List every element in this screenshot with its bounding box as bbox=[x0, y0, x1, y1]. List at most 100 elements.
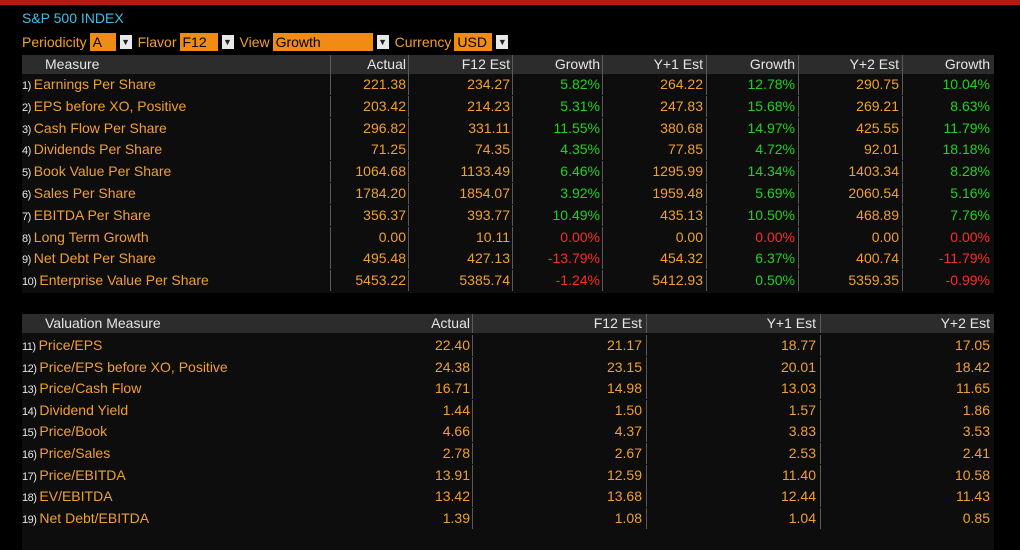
growth-value: 18.18% bbox=[942, 141, 990, 158]
measure-cell: 8) Long Term Growth bbox=[22, 227, 149, 248]
measure-label: EBITDA Per Share bbox=[33, 206, 151, 223]
column-divider bbox=[602, 117, 603, 139]
growth-value: 8.63% bbox=[950, 97, 990, 114]
estimates-header-row: Measure Actual F12 Est Growth Y+1 Est Growth Y… bbox=[22, 55, 994, 74]
estimate-row[interactable]: 5) Book Value Per Share 1064.68 1133.49 6.46… bbox=[22, 161, 994, 183]
flavor-dropdown-icon[interactable]: ▼ bbox=[221, 35, 234, 49]
row-number: 18) bbox=[22, 492, 37, 505]
column-divider bbox=[512, 55, 513, 74]
column-divider bbox=[408, 270, 409, 292]
estimate-row[interactable]: 8) Long Term Growth 0.00 10.11 0.00% 0.00 0.00… bbox=[22, 226, 994, 248]
growth-value: 15.68% bbox=[747, 97, 795, 114]
column-divider bbox=[820, 507, 821, 529]
valuation-row[interactable]: 14) Dividend Yield 1.44 1.50 1.57 1.86 bbox=[22, 399, 994, 421]
row-number: 15) bbox=[22, 427, 37, 440]
measure-cell: 19) Net Debt/EBITDA bbox=[22, 508, 149, 529]
measure-cell: 5) Book Value Per Share bbox=[22, 161, 171, 182]
estimate-row[interactable]: 2) EPS before XO, Positive 203.42 214.23 5.3… bbox=[22, 95, 994, 117]
column-divider bbox=[472, 421, 473, 443]
estimate-row[interactable]: 9) Net Debt Per Share 495.48 427.13 -13.79% 4… bbox=[22, 248, 994, 270]
valuation-row[interactable]: 19) Net Debt/EBITDA 1.39 1.08 1.04 0.85 bbox=[22, 507, 994, 529]
valuation-row[interactable]: 13) Price/Cash Flow 16.71 14.98 13.03 11.65 bbox=[22, 378, 994, 400]
valuation-row[interactable]: 15) Price/Book 4.66 4.37 3.83 3.53 bbox=[22, 421, 994, 443]
column-divider bbox=[706, 248, 707, 270]
growth-value: 4.35% bbox=[560, 141, 600, 158]
column-divider bbox=[902, 55, 903, 74]
measure-label: Enterprise Value Per Share bbox=[39, 272, 209, 289]
valuation-value: 1.86 bbox=[962, 401, 990, 418]
column-divider bbox=[330, 248, 331, 270]
growth-value: 11.55% bbox=[553, 119, 600, 136]
valuation-value: 4.66 bbox=[442, 423, 470, 440]
view-dropdown-icon[interactable]: ▼ bbox=[376, 35, 389, 49]
currency-label: Currency bbox=[394, 34, 452, 50]
view-select[interactable]: Growth bbox=[272, 33, 373, 51]
column-divider bbox=[472, 507, 473, 529]
valuation-value: 13.42 bbox=[434, 488, 470, 505]
valuation-value: 18.42 bbox=[954, 358, 990, 375]
currency-dropdown-icon[interactable]: ▼ bbox=[496, 35, 509, 49]
column-divider bbox=[408, 117, 409, 139]
flavor-select[interactable]: F12 bbox=[179, 33, 218, 51]
row-number: 14) bbox=[22, 405, 37, 418]
column-divider bbox=[820, 314, 821, 333]
row-number: 2) bbox=[22, 101, 31, 114]
column-divider bbox=[706, 183, 707, 204]
estimate-value: 454.32 bbox=[660, 250, 703, 267]
currency-select[interactable]: USD bbox=[454, 33, 493, 51]
measure-cell: 9) Net Debt Per Share bbox=[22, 248, 156, 269]
column-divider bbox=[646, 421, 647, 443]
estimate-value: 71.25 bbox=[370, 141, 406, 158]
estimate-row[interactable]: 6) Sales Per Share 1784.20 1854.07 3.92% 1959… bbox=[22, 183, 994, 204]
growth-value: 8.28% bbox=[950, 163, 990, 180]
valuation-value: 0.85 bbox=[962, 509, 990, 526]
estimate-row[interactable]: 7) EBITDA Per Share 356.37 393.77 10.49% 435.… bbox=[22, 204, 994, 226]
row-number: 6) bbox=[22, 189, 31, 201]
valuation-row[interactable]: 17) Price/EBITDA 13.91 12.59 11.40 10.58 bbox=[22, 464, 994, 486]
column-divider bbox=[602, 204, 603, 226]
column-divider bbox=[602, 139, 603, 161]
valuation-row[interactable]: 16) Price/Sales 2.78 2.67 2.53 2.41 bbox=[22, 443, 994, 464]
estimate-value: 400.74 bbox=[856, 250, 899, 267]
valuation-value: 2.53 bbox=[788, 445, 816, 461]
estimate-row[interactable]: 4) Dividends Per Share 71.25 74.35 4.35% 77.8… bbox=[22, 139, 994, 161]
row-number: 7) bbox=[22, 210, 31, 223]
column-divider bbox=[706, 226, 707, 248]
estimate-value: 2060.54 bbox=[848, 185, 899, 201]
estimate-value: 264.22 bbox=[660, 76, 703, 92]
estimate-row[interactable]: 3) Cash Flow Per Share 296.82 331.11 11.55% 3… bbox=[22, 117, 994, 139]
column-divider bbox=[330, 95, 331, 117]
measure-cell: 18) EV/EBITDA bbox=[22, 486, 113, 507]
measure-cell: 11) Price/EPS bbox=[22, 335, 102, 356]
growth-value: 6.46% bbox=[560, 163, 600, 180]
measure-label: EV/EBITDA bbox=[39, 488, 113, 505]
column-divider bbox=[472, 399, 473, 421]
column-divider bbox=[646, 464, 647, 486]
valuation-row[interactable]: 18) EV/EBITDA 13.42 13.68 12.44 11.43 bbox=[22, 486, 994, 508]
column-divider bbox=[408, 183, 409, 204]
growth-value: -13.79% bbox=[547, 250, 600, 267]
valuation-row[interactable]: 12) Price/EPS before XO, Positive 24.38 23.… bbox=[22, 356, 994, 378]
estimate-row[interactable]: 1) Earnings Per Share 221.38 234.27 5.82% 264… bbox=[22, 74, 994, 95]
measure-cell: 10) Enterprise Value Per Share bbox=[22, 270, 209, 291]
valuation-value: 1.08 bbox=[614, 509, 642, 526]
column-divider bbox=[902, 248, 903, 270]
column-header: Actual bbox=[367, 56, 406, 72]
column-divider bbox=[602, 95, 603, 117]
valuation-row[interactable]: 11) Price/EPS 22.40 21.17 18.77 17.05 bbox=[22, 335, 994, 356]
estimate-value: 74.35 bbox=[474, 141, 510, 158]
column-divider bbox=[902, 161, 903, 183]
valuation-value: 12.44 bbox=[780, 488, 816, 505]
valuation-value: 13.68 bbox=[606, 488, 642, 505]
estimate-value: 296.82 bbox=[363, 119, 406, 136]
valuation-value: 13.03 bbox=[780, 380, 816, 397]
periodicity-select[interactable]: A bbox=[89, 33, 116, 51]
estimate-row[interactable]: 10) Enterprise Value Per Share 5453.22 5385… bbox=[22, 270, 994, 292]
column-divider bbox=[602, 226, 603, 248]
valuation-value: 18.77 bbox=[780, 337, 816, 353]
growth-value: 14.97% bbox=[747, 119, 795, 136]
periodicity-dropdown-icon[interactable]: ▼ bbox=[119, 35, 132, 49]
measure-label: EPS before XO, Positive bbox=[33, 97, 187, 114]
row-number: 12) bbox=[22, 362, 37, 375]
column-divider bbox=[902, 270, 903, 292]
